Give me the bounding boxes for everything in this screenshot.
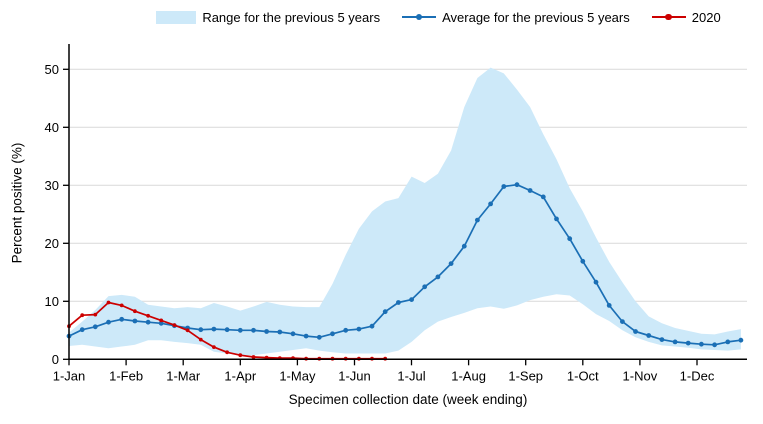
data-point	[567, 236, 573, 242]
y-tick-label: 0	[52, 352, 59, 367]
data-point	[593, 279, 599, 285]
legend-item-range: Range for the previous 5 years	[156, 10, 380, 25]
data-point	[264, 329, 269, 334]
data-point	[369, 323, 375, 329]
data-point	[106, 319, 111, 325]
data-point	[475, 217, 480, 223]
x-tick-label: 1-Jan	[53, 368, 86, 383]
y-tick-label: 40	[45, 120, 59, 135]
x-tick-label: 1-Jun	[338, 368, 371, 383]
data-point	[316, 334, 322, 340]
x-tick-label: 1-Aug	[451, 368, 486, 383]
data-point	[699, 341, 704, 347]
data-point	[198, 337, 203, 342]
data-point	[237, 327, 243, 333]
average-line-swatch	[402, 11, 437, 24]
data-point	[158, 320, 164, 326]
data-point	[212, 345, 216, 349]
range-band-area	[69, 67, 741, 356]
x-tick-label: 1-Sep	[508, 368, 543, 383]
data-point	[488, 201, 493, 207]
data-point	[633, 329, 638, 334]
x-tick-label: 1-May	[279, 368, 316, 383]
data-point	[356, 326, 362, 332]
x-axis-title: Specimen collection date (week ending)	[288, 392, 528, 407]
data-point	[145, 319, 151, 325]
data-point	[396, 300, 401, 305]
data-point	[92, 324, 98, 330]
legend-item-2020: 2020	[651, 9, 721, 25]
data-point	[527, 188, 533, 193]
data-point	[422, 284, 428, 290]
data-point	[93, 312, 98, 317]
data-point	[133, 309, 137, 314]
x-tick-label: 1-Oct	[567, 368, 599, 383]
legend-item-average: Average for the previous 5 years	[402, 10, 630, 25]
line-2020-swatch	[651, 11, 686, 24]
data-point	[251, 355, 256, 359]
data-point	[290, 331, 296, 337]
x-tick-label: 1-Nov	[623, 368, 658, 383]
y-tick-label: 30	[45, 178, 59, 193]
data-point	[580, 258, 586, 264]
legend-label-range: Range for the previous 5 years	[202, 9, 381, 25]
data-point	[132, 318, 138, 324]
data-point	[106, 300, 111, 305]
data-point	[80, 313, 85, 318]
data-point	[238, 353, 243, 358]
data-point	[554, 216, 559, 222]
data-point	[672, 339, 678, 345]
data-point	[146, 313, 151, 318]
data-point	[172, 323, 177, 327]
data-point	[646, 333, 652, 338]
x-tick-label: 1-Apr	[224, 368, 256, 383]
data-point	[514, 182, 520, 188]
data-point	[159, 318, 164, 323]
data-point	[409, 297, 414, 302]
data-point	[277, 329, 283, 335]
x-tick-label: 1-Jul	[397, 368, 425, 383]
data-point	[303, 333, 309, 339]
data-point	[251, 327, 256, 333]
y-tick-label: 50	[45, 62, 59, 77]
axes: 0 10 20 30 40 50 1-Jan 1-Feb 1-Mar 1-Apr 1-May 1-Ju…	[45, 44, 747, 383]
data-point	[224, 327, 230, 333]
data-point	[685, 340, 691, 346]
legend-label-2020: 2020	[691, 9, 721, 25]
y-axis-title: Percent positive (%)	[9, 142, 25, 264]
x-tick-label: 1-Dec	[680, 368, 715, 383]
data-point	[461, 243, 467, 249]
x-tick-label: 1-Mar	[166, 368, 201, 383]
data-point	[185, 328, 190, 333]
data-point	[330, 331, 335, 337]
data-point	[119, 303, 124, 308]
data-point	[606, 303, 612, 308]
y-tick-label: 10	[45, 294, 59, 309]
data-point	[198, 327, 204, 333]
range-band-swatch	[156, 10, 197, 24]
data-point	[435, 274, 441, 280]
data-point	[725, 339, 731, 345]
data-point	[620, 319, 625, 324]
data-point	[540, 194, 546, 200]
data-point	[501, 184, 507, 189]
data-point	[79, 327, 85, 333]
data-point	[225, 350, 230, 355]
legend: Range for the previous 5 years Average f…	[118, 7, 759, 27]
legend-label-average: Average for the previous 5 years	[442, 9, 630, 25]
data-point	[738, 337, 744, 343]
data-point	[712, 342, 717, 348]
x-tick-label: 1-Feb	[109, 368, 143, 383]
y-tick-label: 20	[45, 236, 59, 251]
data-point	[382, 309, 388, 315]
data-point	[659, 337, 665, 342]
data-point	[211, 326, 217, 332]
data-point	[119, 316, 125, 322]
data-point	[343, 327, 349, 333]
data-point	[448, 261, 454, 266]
